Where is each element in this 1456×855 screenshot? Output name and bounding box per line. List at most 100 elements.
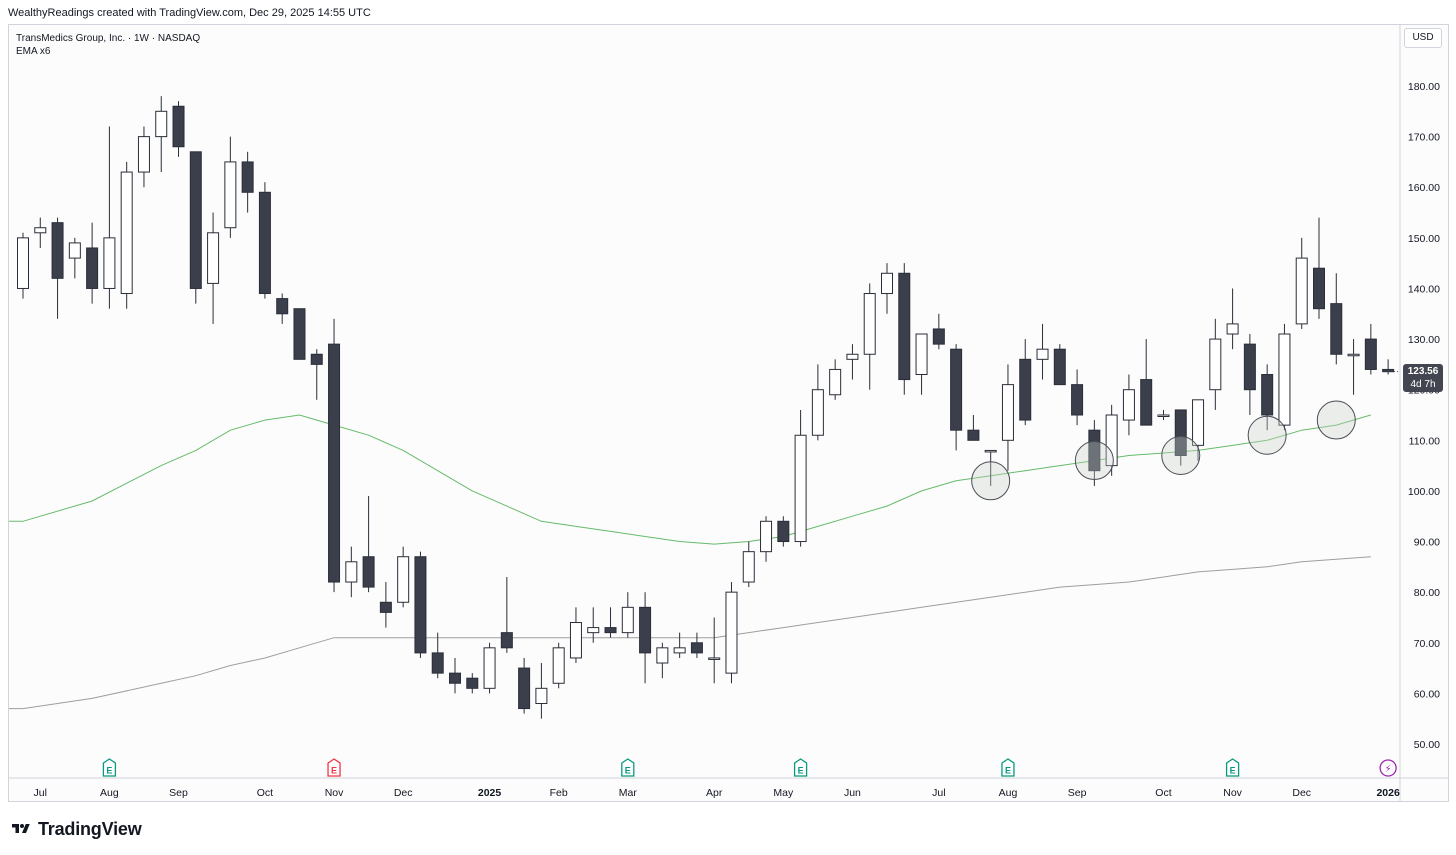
candle-down[interactable] (690, 642, 703, 654)
candle-down[interactable] (1261, 374, 1274, 416)
candle-down[interactable] (431, 652, 444, 674)
candle-down[interactable] (1071, 384, 1084, 416)
candle-up[interactable] (846, 353, 859, 360)
candle-up[interactable] (1036, 348, 1049, 360)
candle-down[interactable] (258, 191, 271, 295)
candle-up[interactable] (1122, 389, 1135, 421)
candle-up[interactable] (863, 293, 876, 355)
candle-down[interactable] (1019, 358, 1032, 421)
candle-down[interactable] (1330, 303, 1343, 355)
candle-up[interactable] (742, 551, 755, 583)
x-tick-label: Dec (1292, 787, 1311, 799)
candle-down[interactable] (898, 272, 911, 381)
candle-up[interactable] (760, 520, 773, 553)
symbol-title[interactable]: TransMedics Group, Inc. · 1W · NASDAQ (16, 33, 201, 44)
candle-down[interactable] (241, 161, 254, 193)
candle-up[interactable] (881, 272, 893, 295)
candle-up[interactable] (103, 237, 116, 289)
candle-down[interactable] (449, 672, 461, 684)
candle-up[interactable] (483, 647, 496, 689)
candle-up[interactable] (708, 657, 721, 660)
candle-down[interactable] (414, 556, 427, 654)
candle-down[interactable] (1243, 343, 1256, 391)
candle-down[interactable] (293, 308, 306, 360)
candle-down[interactable] (276, 298, 289, 315)
candle-up[interactable] (829, 368, 842, 396)
candle-up[interactable] (397, 556, 410, 603)
y-tick-label: 90.00 (1414, 537, 1440, 549)
candle-down[interactable] (1140, 379, 1153, 426)
candle-down[interactable] (466, 677, 479, 689)
candle-up[interactable] (68, 242, 81, 259)
y-tick-label: 80.00 (1414, 587, 1440, 599)
candle-up[interactable] (673, 647, 686, 654)
earnings-event-icon[interactable] (1001, 758, 1015, 777)
tradingview-brand[interactable]: TradingView (10, 818, 142, 840)
candle-up[interactable] (1209, 338, 1222, 391)
candle-up[interactable] (207, 232, 220, 284)
earnings-event-icon[interactable] (102, 758, 117, 777)
candle-down[interactable] (362, 556, 375, 588)
candle-up[interactable] (794, 434, 807, 543)
x-tick-label: Jul (34, 787, 47, 799)
candle-up[interactable] (1278, 333, 1291, 426)
candle-down[interactable] (604, 627, 617, 634)
candle-up[interactable] (569, 622, 582, 659)
candle-down[interactable] (328, 343, 341, 583)
candle-down[interactable] (1313, 267, 1325, 310)
candle-down[interactable] (932, 328, 945, 345)
candle-up[interactable] (1347, 353, 1360, 357)
candle-up[interactable] (915, 333, 928, 376)
candle-down[interactable] (86, 247, 99, 289)
candle-up[interactable] (34, 227, 47, 234)
candle-up[interactable] (552, 647, 565, 684)
x-tick-label: Nov (325, 787, 344, 799)
candle-down[interactable] (1174, 409, 1187, 456)
candle-down[interactable] (967, 429, 980, 441)
candle-down[interactable] (500, 632, 513, 649)
candle-up[interactable] (1001, 384, 1014, 441)
candle-down[interactable] (639, 606, 652, 654)
earnings-event-label: E (331, 766, 337, 776)
candle-down[interactable] (777, 520, 790, 543)
candle-down[interactable] (518, 667, 531, 710)
earnings-event-label: E (625, 766, 631, 776)
earnings-event-icon[interactable] (621, 758, 635, 777)
candle-up[interactable] (1192, 399, 1205, 446)
candle-up[interactable] (1105, 414, 1118, 467)
candle-up[interactable] (725, 591, 738, 674)
candle-up[interactable] (811, 389, 824, 436)
candle-up[interactable] (345, 561, 358, 583)
earnings-event-icon[interactable] (327, 758, 341, 777)
candle-down[interactable] (950, 348, 963, 431)
y-tick-label: 180.00 (1408, 81, 1440, 93)
candle-up[interactable] (587, 627, 600, 634)
candle-down[interactable] (51, 222, 64, 279)
candle-down[interactable] (1088, 429, 1101, 472)
earnings-event-icon[interactable] (793, 758, 808, 777)
candle-up[interactable] (1157, 414, 1170, 417)
earnings-event-icon[interactable] (1225, 758, 1240, 777)
candle-up[interactable] (224, 161, 237, 229)
candle-up[interactable] (621, 606, 634, 634)
candle-up[interactable] (155, 110, 168, 138)
currency-button[interactable]: USD (1404, 28, 1442, 48)
candle-down[interactable] (1364, 338, 1377, 370)
candle-up[interactable] (656, 647, 669, 664)
candle-down[interactable] (172, 105, 185, 148)
candle-up[interactable] (120, 171, 133, 295)
candle-up[interactable] (137, 136, 150, 173)
candle-down[interactable] (1053, 348, 1066, 386)
candle-up[interactable] (984, 449, 997, 453)
candle-up[interactable] (1226, 323, 1239, 335)
dividend-event-icon[interactable] (1379, 759, 1397, 777)
candle-down[interactable] (379, 601, 392, 613)
candle-up[interactable] (535, 687, 548, 705)
indicator-title[interactable]: EMA x6 (16, 46, 51, 57)
candle-down[interactable] (189, 151, 202, 289)
candle-up[interactable] (1295, 257, 1308, 325)
ema-green-line (9, 414, 1371, 545)
candle-down[interactable] (310, 353, 323, 365)
candle-up[interactable] (17, 237, 29, 289)
